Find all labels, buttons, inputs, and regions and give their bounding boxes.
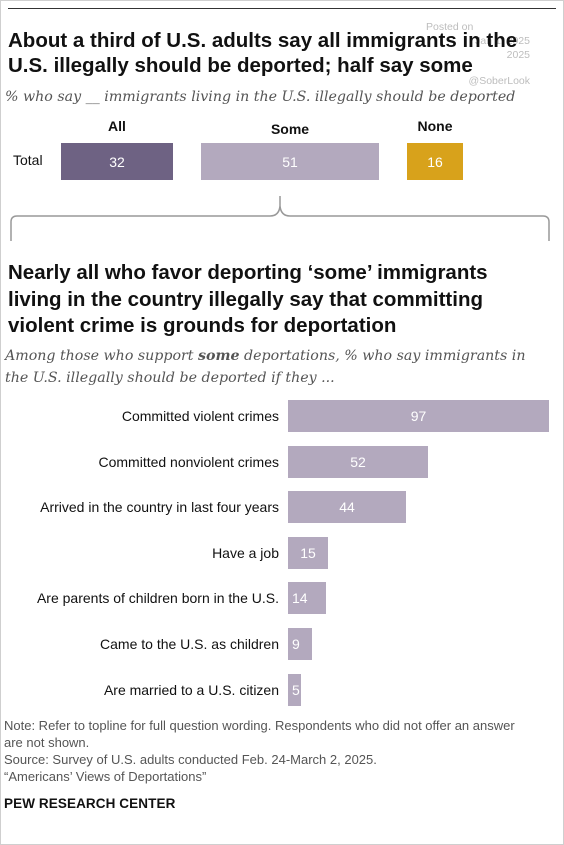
bar-value: 15 [300, 544, 316, 561]
top-title-line-2: U.S. illegally should be deported; half … [8, 54, 473, 77]
footer-note-line-2: are not shown. [4, 735, 90, 750]
bar-label: Are parents of children born in the U.S. [36, 590, 279, 607]
top-bar-none: 16 [407, 143, 463, 180]
top-bar-all: 32 [61, 143, 173, 180]
bar-value: 5 [292, 681, 300, 698]
top-row-label: Total [13, 152, 43, 168]
bottom-subtitle-pre: Among those who support [5, 348, 198, 364]
top-bar-value-some: 51 [282, 153, 298, 170]
bar-label: Have a job [212, 544, 279, 561]
bottom-title-line-3: violent crime is grounds for deportation [8, 314, 397, 337]
watermark: Posted on Jan 1, 2025 2025 @SoberLook [420, 20, 530, 88]
bottom-title-line-1: Nearly all who favor deporting ‘some’ im… [8, 261, 488, 284]
bar: 44 [288, 491, 406, 524]
top-bar-value-none: 16 [427, 153, 443, 170]
bar-value: 97 [410, 408, 427, 424]
bar-label: Are married to a U.S. citizen [103, 681, 279, 698]
bottom-subtitle-emphasis: some [198, 348, 240, 364]
bar: 14 [288, 582, 326, 615]
bar: 97 [288, 400, 549, 432]
bar-value: 44 [339, 499, 355, 516]
watermark-posted-on: Posted on [426, 21, 474, 33]
bar: 15 [288, 536, 328, 569]
bar-value: 14 [292, 590, 308, 607]
bar-label: Committed nonviolent crimes [98, 453, 279, 470]
bottom-title-line-2: living in the country illegally say that… [8, 287, 483, 311]
bar-value: 9 [292, 636, 300, 652]
top-title-line-1: About a third of U.S. adults say all imm… [8, 29, 518, 52]
brace-path [10, 196, 550, 241]
top-chart-title: About a third of U.S. adults say all imm… [8, 28, 558, 78]
watermark-year: 2025 [506, 49, 530, 61]
footer-note-line-1: Note: Refer to topline for full question… [4, 718, 515, 733]
bottom-subtitle-line-2: the U.S. illegally should be deported if… [5, 370, 335, 386]
footer: Note: Refer to topline for full question… [4, 717, 560, 785]
watermark-handle: @SoberLook [468, 75, 530, 87]
bar-label: Arrived in the country in last four year… [40, 499, 279, 516]
bar: 5 [288, 673, 301, 706]
legend-all: All [108, 118, 126, 134]
bar: 9 [288, 628, 312, 660]
watermark-date: Jan 1, 2025 [475, 35, 530, 47]
bar: 52 [288, 445, 428, 478]
bar-value: 52 [350, 453, 366, 470]
top-bar-value-all: 32 [109, 153, 125, 170]
top-rule [8, 8, 556, 9]
brand-logo-text: PEW RESEARCH CENTER [4, 796, 176, 811]
bar-label: Committed violent crimes [121, 408, 279, 424]
footer-source: Source: Survey of U.S. adults conducted … [4, 752, 377, 767]
bottom-subtitle-post: deportations, % who say immigrants in [239, 348, 526, 364]
legend-some: Some [270, 121, 310, 137]
bottom-chart-title: Nearly all who favor deporting ‘some’ im… [8, 260, 558, 340]
bottom-subtitle-line-1: Among those who support some deportation… [5, 345, 557, 367]
bottom-chart-subtitle: Among those who support some deportation… [5, 345, 557, 389]
top-chart-subtitle: % who say __ immigrants living in the U.… [5, 89, 516, 105]
bar-label: Came to the U.S. as children [100, 636, 279, 652]
top-bar-some: 51 [201, 143, 379, 180]
footer-report-title: “Americans’ Views of Deportations” [4, 769, 207, 784]
legend-none: None [417, 118, 453, 134]
